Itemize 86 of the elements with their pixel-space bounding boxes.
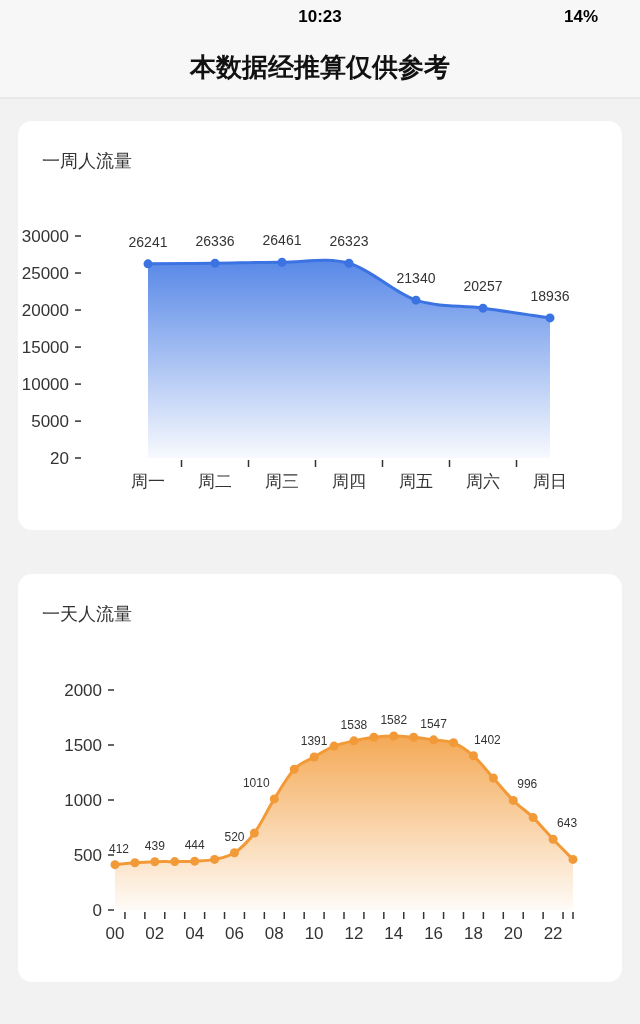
data-label: 18936: [530, 287, 570, 304]
data-label: 26461: [262, 232, 302, 249]
data-label: 439: [144, 838, 166, 853]
point: [110, 860, 120, 870]
point: [229, 848, 239, 858]
y-tick-label: 30000: [21, 227, 69, 246]
x-tick-label: 18: [463, 924, 483, 943]
x-tick-label: 02: [145, 924, 165, 943]
data-label: 643: [557, 816, 578, 831]
x-tick-label: 08: [264, 924, 284, 943]
y-tick-label: 20000: [21, 301, 69, 321]
x-tick-label: 周日: [533, 472, 567, 491]
point: [277, 257, 287, 267]
x-tick-label: 周四: [332, 472, 366, 491]
data-label: 1582: [380, 712, 408, 727]
y-tick-label: 500: [73, 846, 102, 865]
point: [409, 732, 419, 742]
data-label: 1010: [242, 775, 270, 790]
text: 14%: [563, 7, 598, 26]
data-label: 996: [517, 777, 538, 792]
y-tick-label: 20: [50, 449, 69, 468]
x-tick-label: 22: [543, 924, 563, 943]
point: [449, 738, 459, 748]
point: [548, 834, 558, 844]
point: [289, 764, 299, 774]
y-tick-label: 15000: [21, 338, 69, 358]
data-label: 26323: [329, 233, 369, 250]
point: [429, 735, 439, 745]
y-tick-label: 10000: [21, 375, 69, 395]
x-tick-label: 周六: [466, 472, 500, 491]
x-tick-label: 周三: [265, 472, 299, 491]
data-label: 412: [108, 841, 130, 856]
point: [249, 828, 259, 838]
point: [210, 854, 220, 864]
point: [411, 295, 421, 305]
x-tick-label: 04: [185, 924, 205, 943]
point: [389, 731, 399, 741]
point: [478, 303, 488, 313]
point: [143, 259, 153, 269]
chart-title: 一周人流量: [42, 151, 132, 171]
point: [269, 794, 279, 804]
point: [210, 258, 220, 268]
x-tick-label: 14: [384, 924, 404, 943]
data-label: 1391: [300, 733, 328, 748]
x-tick-label: 周二: [198, 472, 232, 491]
data-label: 444: [184, 838, 205, 853]
y-tick-label: 25000: [21, 264, 69, 284]
data-label: 20257: [463, 278, 503, 295]
point: [568, 854, 578, 864]
data-label: 520: [224, 829, 245, 844]
point: [545, 313, 555, 323]
point: [344, 258, 354, 268]
data-label: 21340: [396, 270, 436, 287]
data-label: 1547: [420, 716, 448, 731]
point: [150, 857, 160, 867]
y-tick-label: 2000: [64, 681, 102, 700]
x-tick-label: 00: [105, 924, 125, 943]
point: [329, 741, 339, 751]
point: [170, 857, 180, 867]
point: [488, 773, 498, 783]
x-tick-label: 20: [503, 924, 523, 943]
x-tick-label: 06: [225, 924, 244, 943]
point: [468, 751, 478, 761]
x-tick-label: 周五: [399, 472, 433, 491]
point: [309, 752, 319, 762]
point: [190, 856, 200, 866]
point: [130, 858, 140, 868]
point: [369, 732, 379, 742]
point: [508, 795, 518, 805]
x-tick-label: 10: [304, 924, 324, 943]
y-tick-label: 0: [92, 901, 102, 920]
text: 本数据经推算仅供参考: [189, 52, 450, 82]
x-tick-label: 周一: [131, 472, 165, 491]
point: [349, 736, 359, 746]
y-tick-label: 1500: [64, 736, 102, 755]
x-tick-label: 16: [424, 924, 444, 943]
point: [528, 813, 538, 823]
text: 10:23: [298, 7, 342, 26]
data-label: 1538: [340, 717, 368, 732]
data-label: 1402: [474, 732, 502, 747]
y-tick-label: 5000: [31, 412, 69, 432]
data-label: 26336: [195, 233, 235, 250]
chart-title: 一天人流量: [42, 604, 132, 624]
y-tick-label: 1000: [64, 791, 102, 810]
data-label: 26241: [128, 233, 168, 250]
x-tick-label: 12: [344, 924, 364, 943]
